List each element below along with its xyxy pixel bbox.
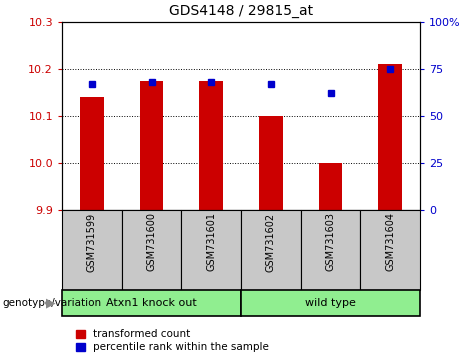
Bar <box>62 290 241 316</box>
Bar <box>241 290 420 316</box>
Bar <box>378 64 402 210</box>
Text: genotype/variation: genotype/variation <box>2 298 101 308</box>
Text: Atxn1 knock out: Atxn1 knock out <box>106 298 197 308</box>
Bar <box>80 97 104 210</box>
Bar <box>319 163 343 210</box>
Text: GSM731599: GSM731599 <box>87 212 97 272</box>
Bar <box>122 210 181 290</box>
Text: wild type: wild type <box>305 298 356 308</box>
Bar <box>140 81 164 210</box>
Text: GSM731604: GSM731604 <box>385 212 395 272</box>
Bar <box>301 210 361 290</box>
Bar <box>181 210 241 290</box>
Bar <box>361 210 420 290</box>
Bar <box>62 210 122 290</box>
Bar <box>241 210 301 290</box>
Text: GSM731602: GSM731602 <box>266 212 276 272</box>
Bar <box>259 116 283 210</box>
Title: GDS4148 / 29815_at: GDS4148 / 29815_at <box>169 4 313 18</box>
Text: ▶: ▶ <box>46 297 55 309</box>
Legend: transformed count, percentile rank within the sample: transformed count, percentile rank withi… <box>77 329 269 352</box>
Text: GSM731600: GSM731600 <box>147 212 156 272</box>
Bar <box>199 81 223 210</box>
Text: GSM731603: GSM731603 <box>325 212 336 272</box>
Text: GSM731601: GSM731601 <box>206 212 216 272</box>
